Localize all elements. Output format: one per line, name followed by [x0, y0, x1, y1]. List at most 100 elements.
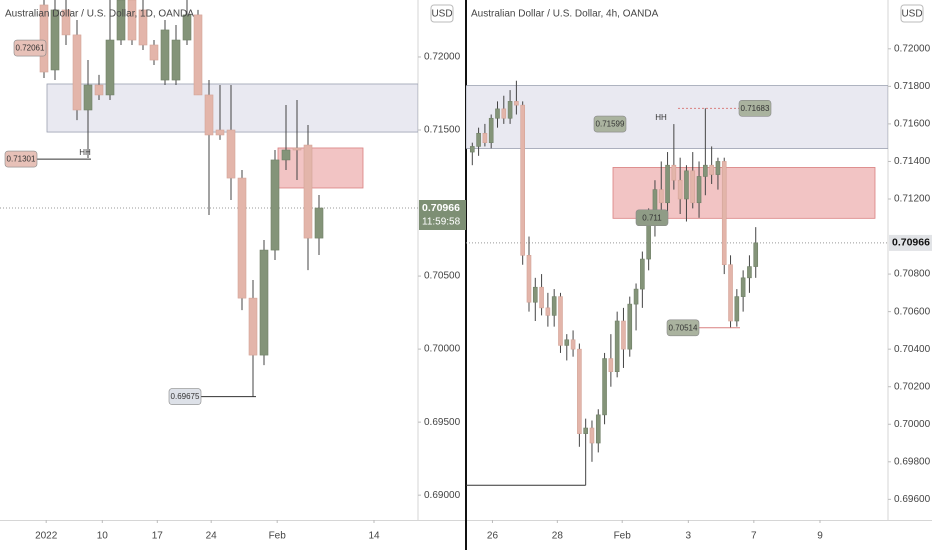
- candle-body: [482, 132, 488, 143]
- candle-body: [469, 146, 475, 153]
- y-tick-label: 0.70800: [894, 269, 931, 280]
- y-tick-label: 0.70000: [424, 344, 461, 355]
- candle-body: [507, 101, 513, 119]
- y-tick-label: 0.70000: [894, 419, 931, 430]
- candle-body: [526, 255, 532, 303]
- y-tick-label: 0.69500: [424, 417, 461, 428]
- candle-body: [640, 258, 645, 290]
- candle-body: [520, 104, 525, 256]
- chart-pane: 0.72061 0.71301 0.69675 HH: [0, 0, 418, 405]
- candle-body: [721, 161, 727, 265]
- candle-body: [589, 427, 595, 444]
- price-label: 0.71301: [7, 155, 36, 164]
- x-tick-label: 7: [751, 531, 757, 542]
- candle-body: [281, 149, 291, 161]
- candle-body: [226, 129, 236, 179]
- currency-box: [900, 4, 924, 23]
- y-tick-label: 0.69800: [894, 456, 931, 467]
- y-tick-label: 0.70600: [894, 306, 931, 317]
- y-tick-label: 0.72000: [424, 52, 461, 63]
- candle-body: [696, 176, 702, 204]
- candle-body: [39, 4, 49, 73]
- last-price-box: [419, 200, 466, 230]
- price-label-box: [738, 100, 772, 117]
- candle-body: [495, 108, 500, 119]
- candle-body: [292, 147, 302, 151]
- candle-body: [514, 101, 519, 106]
- currency: USD: [431, 9, 452, 20]
- y-tick-label: 0.71200: [894, 194, 931, 205]
- candle-body: [314, 207, 324, 239]
- candle-body: [558, 296, 563, 346]
- x-tick-label: Feb: [614, 531, 632, 542]
- price-label-box: [593, 115, 627, 133]
- price-label-box: [666, 319, 700, 337]
- price-label-box: [13, 39, 47, 57]
- candle-body: [270, 159, 280, 251]
- chart-pane: 0.71599 0.71683 0.711 0.70514 HH: [466, 80, 888, 486]
- annotation: HH: [79, 148, 91, 157]
- candle-body: [127, 0, 137, 41]
- y-tick-label: 0.71800: [894, 81, 931, 92]
- y-tick-label: 0.70400: [894, 344, 931, 355]
- currency-box: [430, 4, 454, 23]
- price-label: 0.70514: [669, 323, 698, 332]
- candle-body: [747, 266, 752, 279]
- candle-body: [684, 170, 689, 200]
- x-tick-label: 24: [206, 531, 218, 542]
- price-label: 0.72061: [16, 44, 45, 53]
- x-tick-label: 9: [817, 531, 823, 542]
- y-tick-label: 0.70200: [894, 381, 931, 392]
- candle-body: [50, 9, 60, 71]
- candle-body: [671, 164, 677, 181]
- candle-body: [501, 108, 507, 119]
- price-label-box: [4, 150, 38, 168]
- countdown: 11:59:58: [422, 217, 461, 228]
- zone: [277, 147, 364, 189]
- y-tick-label: 0.72000: [894, 43, 931, 54]
- candle-body: [621, 320, 626, 350]
- price-label: 0.71599: [596, 120, 625, 129]
- candle-body: [61, 9, 71, 36]
- candle-body: [728, 264, 733, 322]
- candle-body: [83, 84, 93, 111]
- candle-body: [149, 44, 159, 61]
- y-tick-label: 0.71500: [424, 125, 461, 136]
- x-tick-label: 2022: [35, 531, 58, 542]
- candle-body: [72, 34, 82, 111]
- x-tick-label: 26: [487, 531, 499, 542]
- price-label: 0.71683: [741, 104, 770, 113]
- candle-body: [545, 307, 551, 316]
- x-tick-label: 17: [152, 531, 164, 542]
- y-tick-label: 0.69000: [424, 490, 461, 501]
- candle-body: [690, 170, 696, 204]
- candle-body: [105, 39, 115, 96]
- candle-body: [633, 288, 639, 305]
- last-price-box: [889, 234, 932, 251]
- candle-body: [595, 414, 601, 444]
- last-price: 0.70966: [892, 237, 930, 249]
- zone: [466, 85, 888, 149]
- annotation: HH: [655, 113, 667, 122]
- x-tick-label: 28: [552, 531, 564, 542]
- candle-body: [160, 29, 170, 81]
- candle-body: [94, 84, 104, 96]
- candle-body: [204, 94, 214, 136]
- candle-body: [248, 297, 258, 356]
- candle-body: [182, 14, 192, 41]
- candle-body: [715, 161, 721, 175]
- candle-body: [658, 189, 664, 204]
- candle-body: [237, 177, 247, 299]
- y-tick-label: 0.69600: [894, 494, 931, 505]
- y-tick-label: 0.71600: [894, 119, 931, 130]
- x-tick-label: 3: [686, 531, 692, 542]
- candle-body: [614, 320, 620, 372]
- candle-body: [171, 39, 181, 81]
- candle-body: [627, 303, 633, 350]
- last-price: 0.70966: [422, 202, 460, 214]
- y-tick-label: 0.70500: [424, 271, 461, 282]
- candle-body: [564, 339, 570, 346]
- x-tick-label: 14: [368, 531, 380, 542]
- candle-body: [138, 9, 148, 46]
- candle-body: [703, 164, 708, 177]
